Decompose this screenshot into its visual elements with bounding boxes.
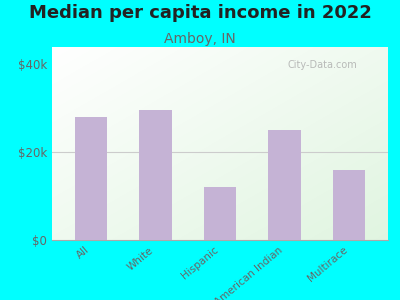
Bar	[333, 169, 365, 240]
Bar	[139, 110, 172, 240]
Text: City-Data.com: City-Data.com	[287, 60, 357, 70]
Bar	[75, 117, 107, 240]
Text: Amboy, IN: Amboy, IN	[164, 32, 236, 46]
Bar	[204, 187, 236, 240]
Bar	[268, 130, 301, 240]
Text: Median per capita income in 2022: Median per capita income in 2022	[28, 4, 372, 22]
